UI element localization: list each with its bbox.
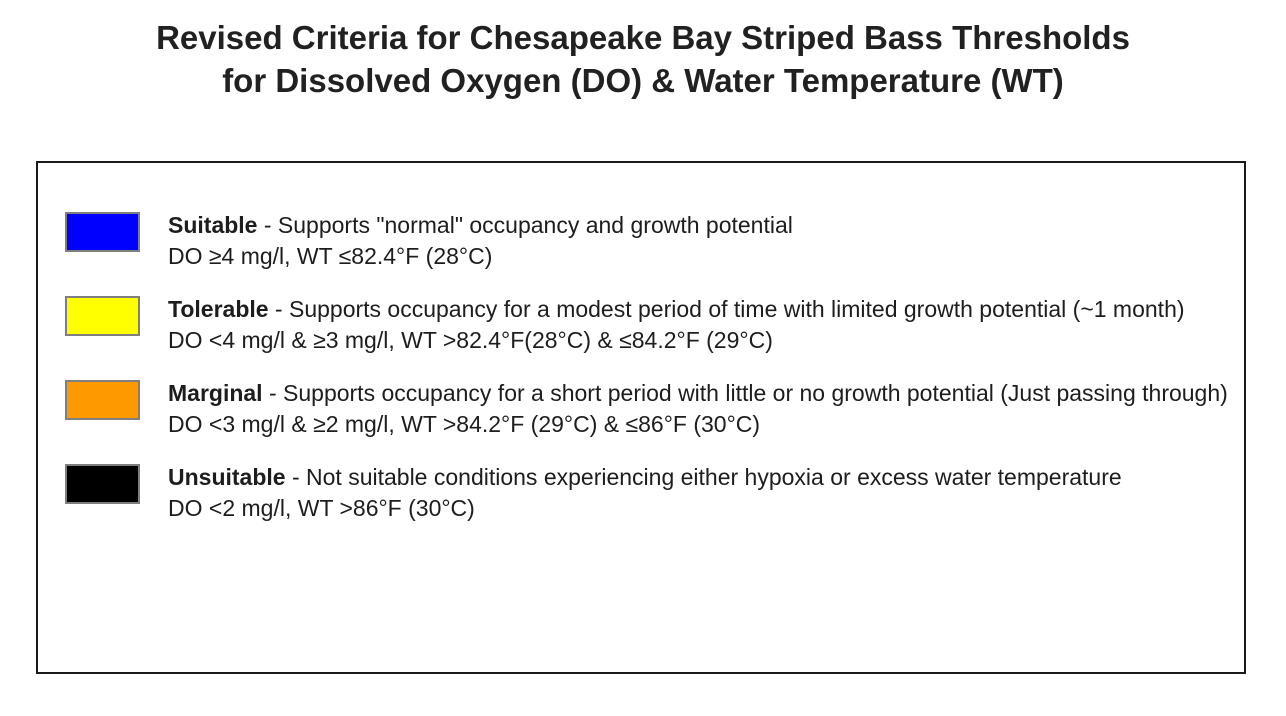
- legend-description: - Supports "normal" occupancy and growth…: [257, 212, 793, 238]
- legend-term: Tolerable: [168, 296, 269, 322]
- legend-item-text: Marginal - Supports occupancy for a shor…: [168, 378, 1230, 440]
- page-title: Revised Criteria for Chesapeake Bay Stri…: [0, 0, 1286, 102]
- legend-item-marginal: Marginal - Supports occupancy for a shor…: [38, 378, 1244, 440]
- legend-item-description: Unsuitable - Not suitable conditions exp…: [168, 462, 1230, 493]
- legend-item-criteria: DO <4 mg/l & ≥3 mg/l, WT >82.4°F(28°C) &…: [168, 327, 773, 353]
- marginal-color-swatch: [65, 380, 140, 420]
- legend-item-text: Tolerable - Supports occupancy for a mod…: [168, 294, 1230, 356]
- legend-item-criteria: DO <2 mg/l, WT >86°F (30°C): [168, 495, 475, 521]
- suitable-color-swatch: [65, 212, 140, 252]
- page-title-line-1: Revised Criteria for Chesapeake Bay Stri…: [156, 19, 1130, 56]
- legend-item-tolerable: Tolerable - Supports occupancy for a mod…: [38, 294, 1244, 356]
- legend-description: - Not suitable conditions experiencing e…: [285, 464, 1122, 490]
- legend-item-description: Tolerable - Supports occupancy for a mod…: [168, 294, 1230, 325]
- tolerable-color-swatch: [65, 296, 140, 336]
- legend-item-description: Suitable - Supports "normal" occupancy a…: [168, 210, 1230, 241]
- legend-item-description: Marginal - Supports occupancy for a shor…: [168, 378, 1230, 409]
- legend-term: Marginal: [168, 380, 263, 406]
- legend-term: Suitable: [168, 212, 258, 238]
- legend-item-text: Unsuitable - Not suitable conditions exp…: [168, 462, 1230, 524]
- legend-item-text: Suitable - Supports "normal" occupancy a…: [168, 210, 1230, 272]
- legend-item-criteria: DO <3 mg/l & ≥2 mg/l, WT >84.2°F (29°C) …: [168, 411, 761, 437]
- unsuitable-color-swatch: [65, 464, 140, 504]
- page-title-line-2: for Dissolved Oxygen (DO) & Water Temper…: [222, 62, 1064, 99]
- legend-item-unsuitable: Unsuitable - Not suitable conditions exp…: [38, 462, 1244, 524]
- legend-item-criteria: DO ≥4 mg/l, WT ≤82.4°F (28°C): [168, 243, 493, 269]
- legend-description: - Supports occupancy for a modest period…: [268, 296, 1185, 322]
- legend-item-suitable: Suitable - Supports "normal" occupancy a…: [38, 210, 1244, 272]
- legend-description: - Supports occupancy for a short period …: [262, 380, 1228, 406]
- legend-term: Unsuitable: [168, 464, 286, 490]
- legend-box: Suitable - Supports "normal" occupancy a…: [36, 161, 1246, 674]
